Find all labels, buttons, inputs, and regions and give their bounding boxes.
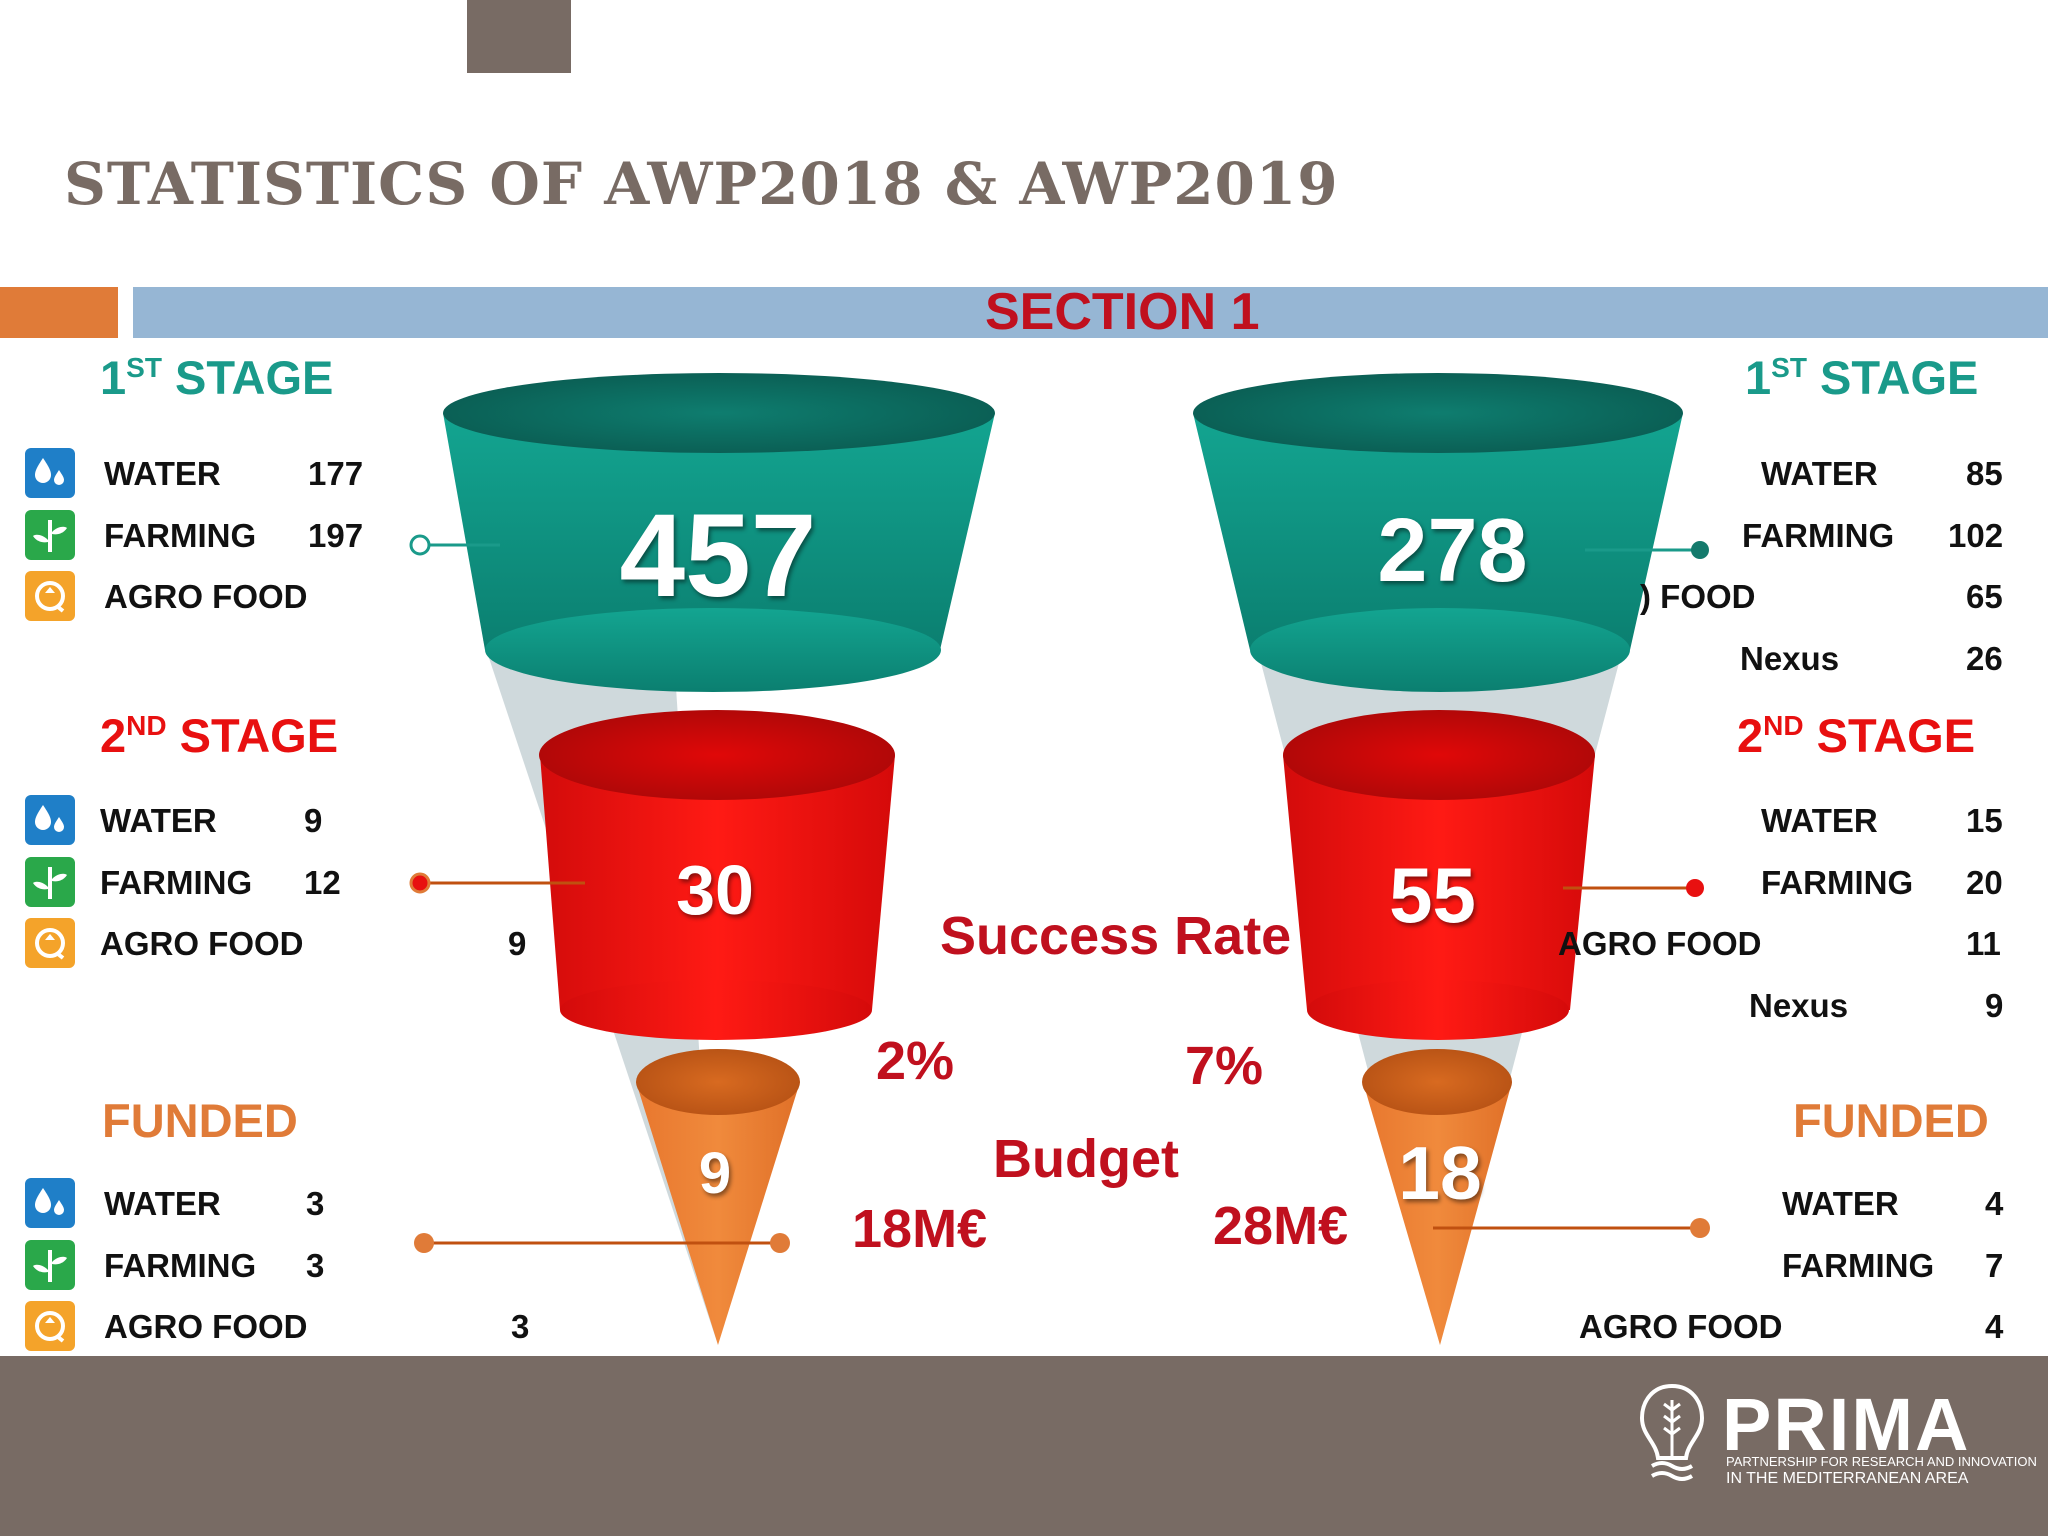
left-funded-agrofood-value: 3 xyxy=(511,1308,530,1345)
right-stage1-nexus-label: Nexus xyxy=(1740,640,1840,677)
left-stage2-water-value: 9 xyxy=(304,802,323,839)
section-bar xyxy=(133,287,2048,338)
budget-right: 28M€ xyxy=(1213,1196,1349,1256)
left-stage1-water-value: 177 xyxy=(308,455,364,492)
water-icon xyxy=(25,448,75,498)
right-stage1-water-value: 85 xyxy=(1966,455,2003,492)
right-stage2-nexus-value: 9 xyxy=(1985,987,2004,1024)
right-funded-farming-label: FARMING xyxy=(1782,1247,1935,1284)
success-rate-label: Success Rate xyxy=(940,906,1292,966)
right-stage2-water-value: 15 xyxy=(1966,802,2003,839)
left-funded-title: FUNDED xyxy=(102,1094,298,1147)
right-stage2-agrofood-value: 11 xyxy=(1966,925,2001,962)
budget-label: Budget xyxy=(993,1129,1179,1189)
left-funnel-top-number: 457 xyxy=(619,490,817,622)
left-stage1-farming-value: 197 xyxy=(308,517,364,554)
right-stage1-agrofood-label: ) FOOD xyxy=(1640,578,1756,615)
right-funded-agrofood-label: AGRO FOOD xyxy=(1579,1308,1783,1345)
page-title: STATISTICS OF AWP2018 & AWP2019 xyxy=(64,150,1339,218)
right-funded-water-value: 4 xyxy=(1985,1185,2004,1222)
prima-logo-tagline-1: PARTNERSHIP FOR RESEARCH AND INNOVATION xyxy=(1726,1454,2037,1469)
right-funnel-mid-number: 55 xyxy=(1389,851,1476,939)
agro-food-icon xyxy=(25,571,75,621)
right-stage1-water-label: WATER xyxy=(1761,455,1878,492)
left-funded-farming-value: 3 xyxy=(306,1247,325,1284)
right-funded-title: FUNDED xyxy=(1793,1094,1989,1147)
left-stage1-agrofood-label: AGRO FOOD xyxy=(104,578,308,615)
left-funded-water-value: 3 xyxy=(306,1185,325,1222)
right-stage1-title: 1ST STAGE xyxy=(1745,351,1979,404)
left-funded-water-label: WATER xyxy=(104,1185,221,1222)
farming-icon xyxy=(25,510,75,560)
left-funded-agrofood-label: AGRO FOOD xyxy=(104,1308,308,1345)
right-stage1-farming-label: FARMING xyxy=(1742,517,1895,554)
left-stage1-farming-label: FARMING xyxy=(104,517,257,554)
right-stage1-agrofood-value: 65 xyxy=(1966,578,2003,615)
header-accent-block xyxy=(467,0,571,73)
left-stage2-title: 2ND STAGE xyxy=(100,709,339,762)
footer-bar xyxy=(0,1356,2048,1536)
farming-icon xyxy=(25,857,75,907)
left-stage2-agrofood-label: AGRO FOOD xyxy=(100,925,304,962)
left-funded-farming-label: FARMING xyxy=(104,1247,257,1284)
right-funnel-top-number: 278 xyxy=(1377,501,1528,601)
right-funded-agrofood-value: 4 xyxy=(1985,1308,2004,1345)
budget-left: 18M€ xyxy=(852,1199,988,1259)
water-icon xyxy=(25,795,75,845)
right-stage2-agrofood-label: AGRO FOOD xyxy=(1558,925,1762,962)
success-rate-right: 7% xyxy=(1185,1036,1264,1096)
right-stage1-farming-value: 102 xyxy=(1948,517,2004,554)
orange-accent-bar xyxy=(0,287,118,338)
water-icon xyxy=(25,1178,75,1228)
left-stage1-water-label: WATER xyxy=(104,455,221,492)
prima-logo-tagline-2: IN THE MEDITERRANEAN AREA xyxy=(1726,1470,1969,1487)
left-stage2-farming-label: FARMING xyxy=(100,864,253,901)
prima-logo-name: PRIMA xyxy=(1722,1383,1971,1466)
left-stage2-agrofood-value: 9 xyxy=(508,925,527,962)
agro-food-icon xyxy=(25,1301,75,1351)
right-stage2-nexus-label: Nexus xyxy=(1749,987,1849,1024)
section-title: SECTION 1 xyxy=(985,283,1260,341)
agro-food-icon xyxy=(25,918,75,968)
right-funnel-bottom-number: 18 xyxy=(1398,1131,1482,1215)
left-stage2-farming-value: 12 xyxy=(304,864,341,901)
right-stage2-farming-label: FARMING xyxy=(1761,864,1914,901)
success-rate-left: 2% xyxy=(876,1031,955,1091)
left-stage2-water-label: WATER xyxy=(100,802,217,839)
left-funnel-mid-number: 30 xyxy=(676,851,754,929)
right-stage2-farming-value: 20 xyxy=(1966,864,2003,901)
right-stage1-nexus-value: 26 xyxy=(1966,640,2003,677)
right-funded-water-label: WATER xyxy=(1782,1185,1899,1222)
right-stage2-title: 2ND STAGE xyxy=(1737,709,1976,762)
prima-logo-icon xyxy=(1639,1383,1705,1481)
right-funded-farming-value: 7 xyxy=(1985,1247,2004,1284)
left-funnel-bottom-number: 9 xyxy=(698,1141,732,1206)
farming-icon xyxy=(25,1240,75,1290)
right-stage2-water-label: WATER xyxy=(1761,802,1878,839)
left-stage1-title: 1ST STAGE xyxy=(100,351,334,404)
